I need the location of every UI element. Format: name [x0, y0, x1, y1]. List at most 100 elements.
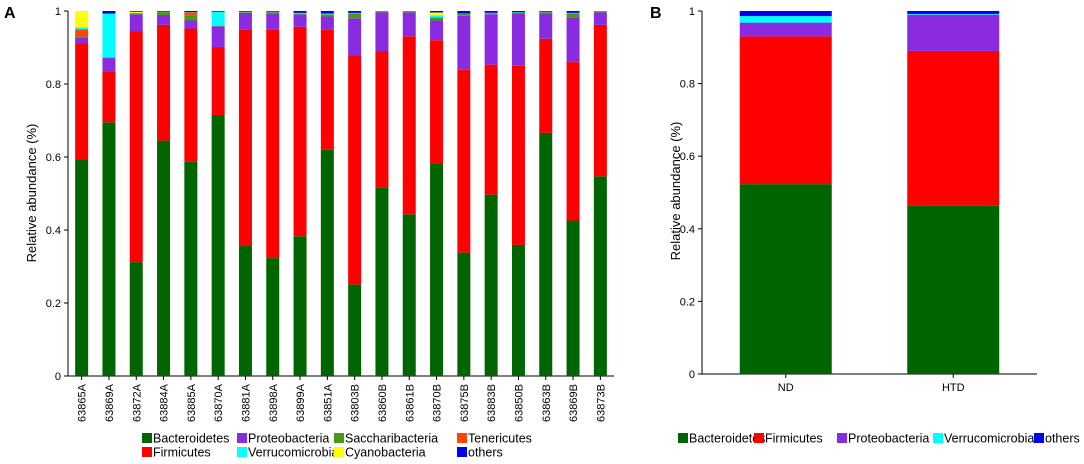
panel-a-bar-segment-saccharibacteria	[511, 12, 525, 14]
panel-a-bar-segment-others	[184, 11, 198, 13]
panel-a-x-tick-label: 63803B	[350, 384, 362, 422]
panel-a-bar-segment-firmicutes	[430, 40, 444, 164]
panel-a-bar-segment-bacteroidetes	[266, 258, 280, 376]
panel-a-legend-swatch	[237, 433, 247, 443]
panel-a-bar-segment-firmicutes	[184, 28, 198, 162]
panel-a-bar-segment-saccharibacteria	[430, 17, 444, 21]
panel-a-bar-63850b	[511, 11, 525, 376]
panel-a-bar-segment-cyanobacteria	[75, 11, 89, 28]
panel-a-bar-63851a	[320, 11, 334, 376]
panel-b-bar-segment-verrucomicrobia	[739, 16, 832, 23]
panel-a-legend-swatch	[334, 433, 344, 443]
panel-a-bar-segment-firmicutes	[457, 69, 471, 253]
panel-a-bar-segment-saccharibacteria	[157, 12, 171, 16]
panel-b-y-tick-label: 0.2	[680, 296, 695, 308]
panel-a-bar-segment-firmicutes	[539, 38, 553, 133]
panel-a-bar-segment-cyanobacteria	[129, 11, 143, 13]
panel-a-legend-swatch	[457, 433, 467, 443]
panel-a-bar-segment-firmicutes	[484, 64, 498, 195]
panel-a-bar-segment-firmicutes	[102, 71, 116, 123]
panel-a-legend-label: others	[468, 446, 503, 460]
panel-a-bar-segment-bacteroidetes	[539, 132, 553, 376]
panel-a-bar-segment-bacteroidetes	[457, 252, 471, 376]
panel-a-bar-segment-saccharibacteria	[184, 15, 198, 21]
panel-a-bar-63861b	[402, 11, 416, 376]
panel-a-bars	[75, 11, 607, 377]
panel-b-y-tick-label: 1	[689, 6, 695, 18]
panel-b-x-tick-label: HTD	[942, 382, 965, 394]
panel-a-bar-segment-saccharibacteria	[348, 13, 362, 19]
panel-a-legend-swatch	[457, 447, 467, 457]
panel-a-bar-segment-proteobacteria	[266, 13, 280, 30]
panel-b-bars	[739, 11, 1000, 374]
panel-a-legend-swatch	[142, 433, 152, 443]
panel-a-legend-item-bacteroidetes: Bacteroidetes	[142, 432, 229, 446]
panel-a-bar-segment-bacteroidetes	[430, 163, 444, 376]
panel-b-legend-item-proteobacteria: Proteobacteria	[837, 432, 929, 446]
panel-b-bar-segment-firmicutes	[907, 50, 1000, 206]
panel-a-bar-segment-proteobacteria	[184, 20, 198, 29]
panel-a-x-tick-label: 63865A	[77, 383, 89, 422]
panel-a-x-tick-label: 63863B	[541, 384, 553, 422]
panel-a-bar-segment-proteobacteria	[511, 13, 525, 66]
panel-a-bar-63875b	[457, 11, 471, 376]
panel-a-bar-segment-firmicutes	[293, 26, 307, 237]
panel-b-legend-item-verrucomicrobia: Verrucomicrobia	[933, 432, 1034, 446]
panel-a-bar-segment-bacteroidetes	[184, 161, 198, 376]
panel-a-bar-segment-others	[266, 11, 280, 12]
panel-a-bar-segment-saccharibacteria	[402, 11, 416, 13]
panel-a-bar-segment-proteobacteria	[75, 37, 89, 44]
panel-b-bar-htd	[907, 11, 1000, 374]
panel-a-bar-segment-others	[238, 11, 252, 12]
panel-a-bar-segment-proteobacteria	[430, 20, 444, 41]
panel-b-legend-swatch	[678, 433, 688, 443]
panel-a-x-tick-label: 63872A	[131, 383, 143, 422]
panel-a-bar-segment-others	[348, 11, 362, 13]
panel-a-x-tick-label: 63861B	[404, 384, 416, 422]
panel-a-legend-label: Verrucomicrobia	[248, 446, 338, 460]
panel-a-y-tick-label: 0.8	[46, 79, 61, 91]
panel-a-bar-63869a	[102, 11, 116, 376]
panel-a-bar-segment-bacteroidetes	[102, 122, 116, 376]
panel-b-legend-label: Firmicutes	[765, 432, 823, 446]
panel-a-bar-segment-saccharibacteria	[238, 12, 252, 13]
panel-a-label: A	[4, 5, 16, 22]
panel-b-bar-nd	[739, 11, 832, 374]
panel-a-bar-segment-saccharibacteria	[593, 11, 607, 13]
panel-b-x-tick-label: ND	[778, 382, 794, 394]
panel-a-bar-segment-proteobacteria	[129, 14, 143, 32]
panel-a-bar-segment-verrucomicrobia	[75, 27, 89, 30]
panel-a-bar-segment-saccharibacteria	[539, 12, 553, 14]
panel-a-bar-segment-proteobacteria	[375, 12, 389, 52]
panel-a-bar-segment-proteobacteria	[157, 15, 171, 25]
panel-a-bar-segment-proteobacteria	[102, 58, 116, 72]
panel-a-bar-segment-bacteroidetes	[375, 187, 389, 376]
panel-a-y-tick-label: 0	[55, 371, 61, 383]
panel-a-x-tick-label: 63850B	[513, 384, 525, 422]
panel-a-bar-63860b	[375, 11, 389, 376]
panel-a-legend-label: Tenericutes	[468, 432, 532, 446]
panel-a-bar-63899a	[293, 11, 307, 376]
panel-a-bar-63869b	[566, 11, 580, 376]
panel-a-bar-63863b	[539, 11, 553, 376]
panel-a-bar-segment-saccharibacteria	[266, 12, 280, 14]
panel-b-legend-label: others	[1045, 432, 1080, 446]
panel-a-y-axis-title: Relative abundance (%)	[24, 124, 39, 263]
panel-b-legend-label: Bacteroidetes	[689, 432, 765, 446]
panel-a-bar-segment-firmicutes	[593, 24, 607, 177]
panel-a-bar-segment-saccharibacteria	[320, 14, 334, 17]
panel-a-legend-swatch	[237, 447, 247, 457]
panel-a-legend-item-firmicutes: Firmicutes	[142, 446, 211, 460]
panel-a-bar-segment-others	[566, 11, 580, 13]
panel-a-bar-segment-firmicutes	[511, 65, 525, 245]
panel-a-bar-63873b	[593, 11, 607, 376]
panel-a-bar-segment-proteobacteria	[484, 14, 498, 65]
panel-a-bar-segment-firmicutes	[320, 29, 334, 150]
panel-a-bar-segment-verrucomicrobia	[293, 12, 307, 14]
panel-a-bar-segment-others	[539, 11, 553, 12]
panel-b-legend-label: Proteobacteria	[848, 432, 929, 446]
panel-a-bar-segment-others	[511, 11, 525, 13]
panel-a-bar-segment-others	[320, 11, 334, 14]
panel-b-legend-item-bacteroidetes: Bacteroidetes	[678, 432, 765, 446]
